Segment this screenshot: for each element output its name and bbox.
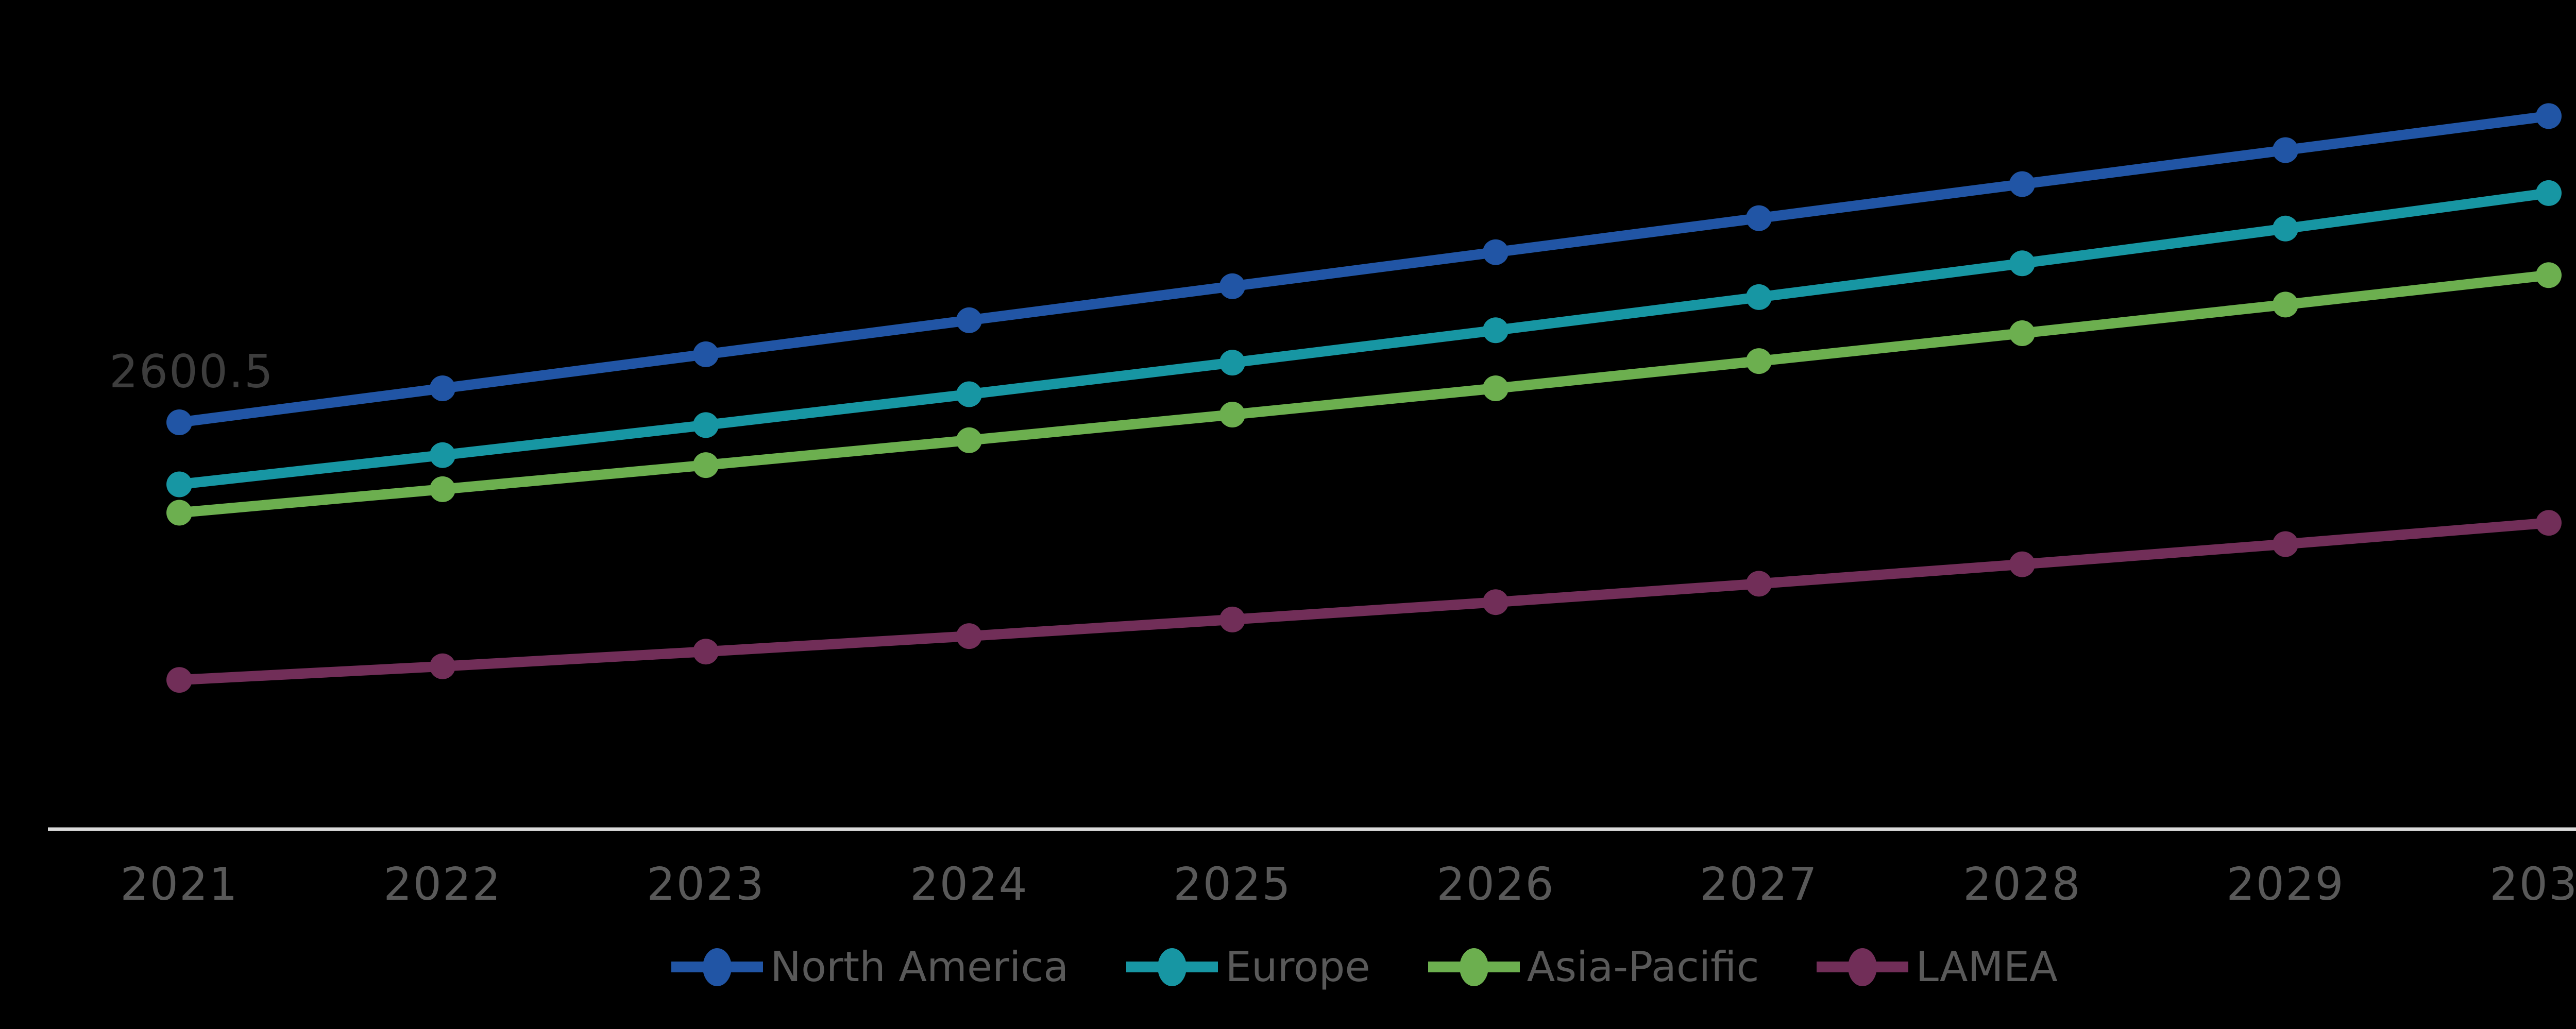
data-point-lamea-2022: [430, 653, 455, 679]
data-point-lamea-2029: [2273, 531, 2298, 557]
data-point-europe-2028: [2009, 250, 2035, 277]
data-point-asia-pacific-2021: [166, 500, 192, 526]
series-line-asia-pacific: [179, 270, 2550, 518]
legend-item-lamea: LAMEA: [1817, 942, 2058, 991]
data-point-lamea-2028: [2009, 551, 2035, 577]
series-line-europe: [178, 187, 2550, 490]
legend-line-marker-north-america: [671, 948, 764, 986]
legend-dot-asia-pacific: [1459, 948, 1488, 986]
data-point-asia-pacific-2023: [693, 452, 719, 478]
data-point-europe-2024: [956, 381, 982, 407]
data-point-europe-2022: [430, 442, 455, 468]
data-point-asia-pacific-2027: [1746, 348, 1772, 374]
legend-item-europe: Europe: [1126, 942, 1370, 991]
series-line-lamea: [179, 518, 2549, 685]
data-point-north-america-2024: [956, 307, 982, 333]
legend-line-marker-europe: [1126, 948, 1218, 986]
data-point-europe-2023: [693, 412, 719, 438]
series-line-north-america: [178, 111, 2550, 427]
data-point-north-america-2022: [430, 375, 455, 401]
data-point-north-america-2023: [693, 341, 719, 367]
data-point-europe-2021: [166, 471, 192, 498]
data-point-europe-2026: [1483, 317, 1509, 344]
legend-dot-north-america: [703, 948, 732, 986]
data-point-north-america-2021: [166, 409, 192, 435]
data-point-north-america-2029: [2273, 137, 2298, 163]
chart-legend: North America Europe Asia-Pacific LAMEA: [0, 942, 2576, 991]
legend-item-asia-pacific: Asia-Pacific: [1428, 942, 1759, 991]
legend-line-marker-lamea: [1817, 948, 1909, 986]
legend-item-north-america: North America: [671, 942, 1069, 991]
data-point-europe-2025: [1219, 350, 1245, 376]
data-point-asia-pacific-2022: [430, 476, 455, 502]
legend-label-lamea: LAMEA: [1916, 942, 2058, 991]
legend-label-europe: Europe: [1225, 942, 1370, 991]
data-point-lamea-2024: [956, 623, 982, 649]
data-point-asia-pacific-2025: [1219, 402, 1245, 427]
data-point-asia-pacific-2029: [2273, 291, 2298, 318]
data-point-north-america-2030: [2536, 103, 2562, 129]
data-point-europe-2027: [1746, 284, 1772, 310]
data-label-north-america-2021: 2600.5: [109, 345, 274, 398]
data-point-lamea-2023: [693, 639, 719, 665]
legend-dot-lamea: [1848, 948, 1877, 986]
data-point-asia-pacific-2026: [1483, 375, 1509, 401]
data-point-lamea-2026: [1483, 589, 1509, 615]
legend-label-asia-pacific: Asia-Pacific: [1527, 942, 1759, 991]
data-point-europe-2030: [2536, 180, 2562, 206]
legend-label-north-america: North America: [770, 942, 1069, 991]
data-point-lamea-2030: [2536, 510, 2562, 536]
data-point-north-america-2026: [1483, 239, 1509, 265]
data-point-asia-pacific-2024: [956, 427, 982, 453]
data-point-north-america-2028: [2009, 171, 2035, 197]
data-point-lamea-2021: [166, 667, 192, 693]
data-point-north-america-2025: [1219, 273, 1245, 299]
legend-dot-europe: [1158, 948, 1187, 986]
data-point-asia-pacific-2030: [2536, 262, 2562, 288]
data-point-europe-2029: [2273, 215, 2298, 242]
legend-line-marker-asia-pacific: [1428, 948, 1520, 986]
data-point-asia-pacific-2028: [2009, 320, 2035, 346]
data-point-north-america-2027: [1746, 205, 1772, 231]
data-point-lamea-2027: [1746, 571, 1772, 597]
data-point-lamea-2025: [1219, 606, 1245, 632]
